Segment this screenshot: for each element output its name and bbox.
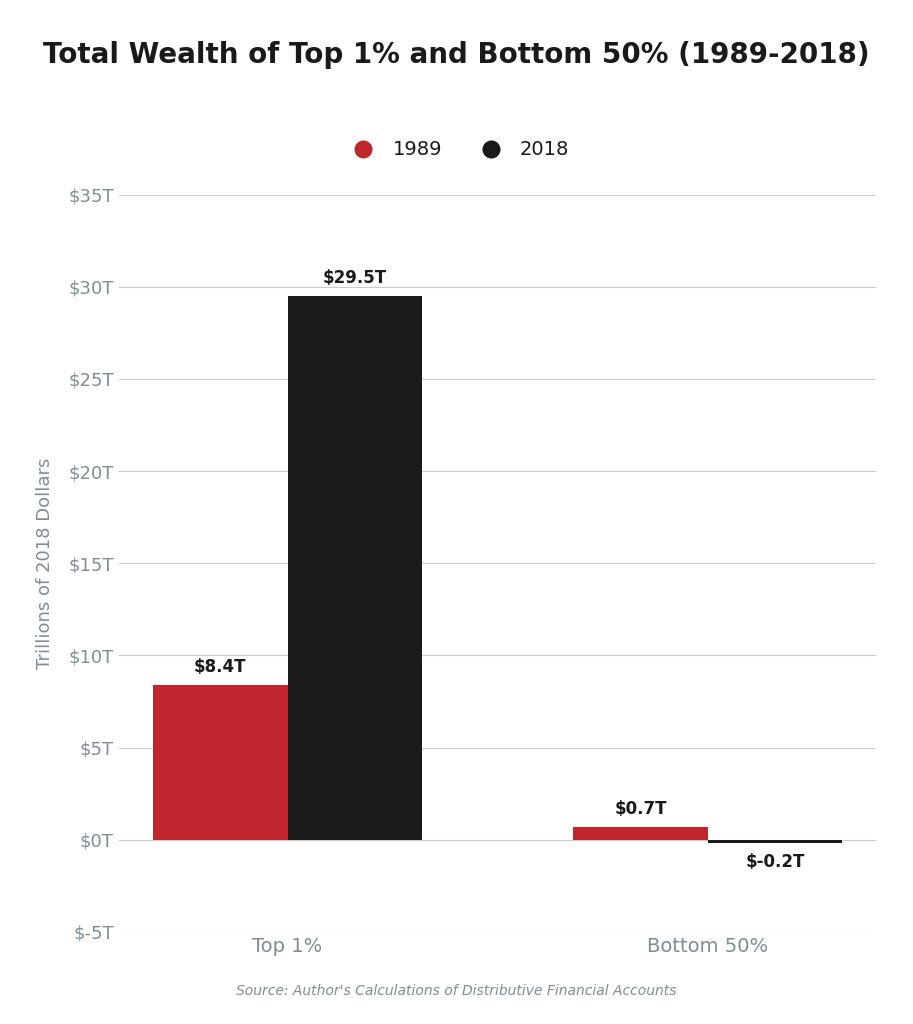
Bar (288, 296, 422, 840)
Bar (708, 840, 842, 844)
Text: Total Wealth of Top 1% and Bottom 50% (1989-2018): Total Wealth of Top 1% and Bottom 50% (1… (43, 41, 870, 69)
Text: $0.7T: $0.7T (614, 800, 666, 817)
Text: $-0.2T: $-0.2T (745, 853, 804, 870)
Legend: 1989, 2018: 1989, 2018 (336, 132, 577, 167)
Bar (153, 685, 288, 840)
Text: Source: Author's Calculations of Distributive Financial Accounts: Source: Author's Calculations of Distrib… (236, 984, 677, 998)
Y-axis label: Trillions of 2018 Dollars: Trillions of 2018 Dollars (37, 458, 54, 669)
Text: $29.5T: $29.5T (322, 268, 387, 287)
Text: $8.4T: $8.4T (194, 657, 247, 676)
Bar (573, 826, 708, 840)
